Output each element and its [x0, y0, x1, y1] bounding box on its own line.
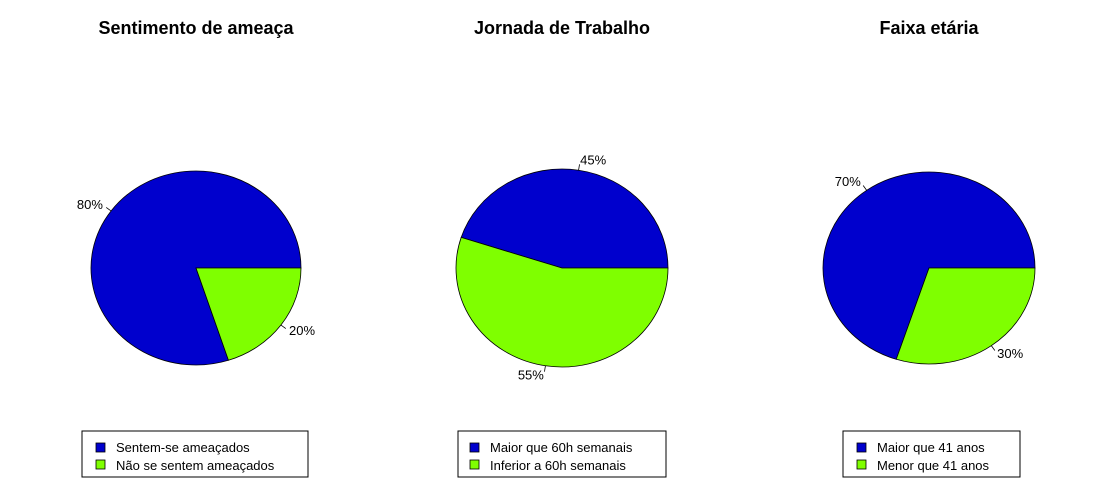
legend-label: Sentem-se ameaçados — [116, 440, 250, 455]
legend-swatch — [469, 459, 480, 470]
slice-percent-label: 30% — [997, 346, 1023, 361]
legend-swatch — [469, 442, 480, 453]
chart-title: Faixa etária — [879, 18, 979, 38]
legend-label: Maior que 41 anos — [877, 440, 985, 455]
slice-percent-label: 70% — [835, 174, 861, 189]
pie-slice — [460, 168, 669, 269]
pie-slice — [822, 171, 1036, 360]
slice-label-tick — [280, 324, 287, 329]
chart-jornada-de-trabalho: Jornada de Trabalho 45% 55% Maior que 60h… — [455, 18, 669, 478]
legend-swatch — [856, 442, 867, 453]
slice-label-tick — [862, 185, 868, 191]
pie: 45% 55% — [455, 152, 669, 383]
slice-label-tick — [105, 207, 112, 212]
legend-label: Maior que 60h semanais — [490, 440, 633, 455]
legend: Maior que 41 anos Menor que 41 anos — [842, 430, 1021, 478]
legend-swatch — [95, 442, 106, 453]
pie-slice — [195, 267, 302, 361]
pie-slice — [455, 236, 669, 368]
legend-box — [457, 430, 667, 478]
pie: 70% 30% — [822, 171, 1036, 365]
slice-percent-label: 20% — [289, 323, 315, 338]
slice-label-tick — [990, 345, 996, 351]
slice-percent-label: 55% — [518, 368, 544, 383]
chart-faixa-etaria: Faixa etária 70% 30% Maior que 41 anos Me… — [822, 18, 1036, 478]
pie: 80% 20% — [77, 170, 315, 366]
legend-label: Não se sentem ameaçados — [116, 458, 275, 473]
pie-slice — [895, 267, 1036, 365]
legend: Maior que 60h semanais Inferior a 60h se… — [457, 430, 667, 478]
chart-title: Sentimento de ameaça — [98, 18, 294, 38]
slice-label-tick — [578, 164, 580, 171]
legend-box — [842, 430, 1021, 478]
legend: Sentem-se ameaçados Não se sentem ameaça… — [81, 430, 309, 478]
legend-label: Inferior a 60h semanais — [490, 458, 626, 473]
legend-swatch — [856, 459, 867, 470]
slice-percent-label: 45% — [580, 152, 606, 167]
legend-swatch — [95, 459, 106, 470]
slice-percent-label: 80% — [77, 197, 103, 212]
legend-label: Menor que 41 anos — [877, 458, 990, 473]
legend-box — [81, 430, 309, 478]
chart-sentimento-de-ameaca: Sentimento de ameaça 80% 20% Sentem-se am… — [77, 18, 315, 478]
slice-label-tick — [544, 365, 546, 372]
chart-title: Jornada de Trabalho — [474, 18, 650, 38]
